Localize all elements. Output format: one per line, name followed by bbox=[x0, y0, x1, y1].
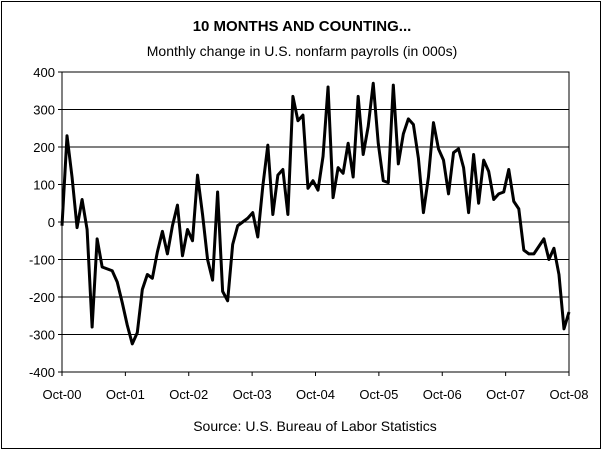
xtick-label: Oct-07 bbox=[486, 387, 525, 402]
xtick-label: Oct-06 bbox=[423, 387, 462, 402]
xtick-label: Oct-03 bbox=[233, 387, 272, 402]
ytick-label: 100 bbox=[33, 178, 55, 193]
payrolls-series-line bbox=[60, 81, 571, 346]
x-axis-ticks: Oct-00 Oct-01 Oct-02 Oct-03 Oct-04 Oct-05 Oct-… bbox=[42, 372, 589, 402]
ytick-label: 300 bbox=[33, 103, 55, 118]
xtick-label: Oct-01 bbox=[106, 387, 145, 402]
xtick-label: Oct-02 bbox=[169, 387, 208, 402]
ytick-label: -200 bbox=[29, 290, 55, 305]
ytick-label: -100 bbox=[29, 253, 55, 268]
xtick-label: Oct-05 bbox=[359, 387, 398, 402]
xtick-label: Oct-00 bbox=[42, 387, 81, 402]
ytick-label: 400 bbox=[33, 65, 55, 80]
chart-title: 10 MONTHS AND COUNTING... bbox=[193, 18, 412, 35]
ytick-label: 200 bbox=[33, 140, 55, 155]
ytick-label: -400 bbox=[29, 365, 55, 380]
xtick-label: Oct-04 bbox=[296, 387, 335, 402]
ytick-label: 0 bbox=[48, 215, 55, 230]
y-axis-ticks: 400 300 200 100 0 -100 -200 -300 -400 bbox=[29, 65, 62, 380]
chart-source: Source: U.S. Bureau of Labor Statistics bbox=[193, 418, 437, 434]
ytick-label: -300 bbox=[29, 328, 55, 343]
xtick-label: Oct-08 bbox=[549, 387, 588, 402]
chart-subtitle: Monthly change in U.S. nonfarm payrolls … bbox=[147, 43, 457, 59]
